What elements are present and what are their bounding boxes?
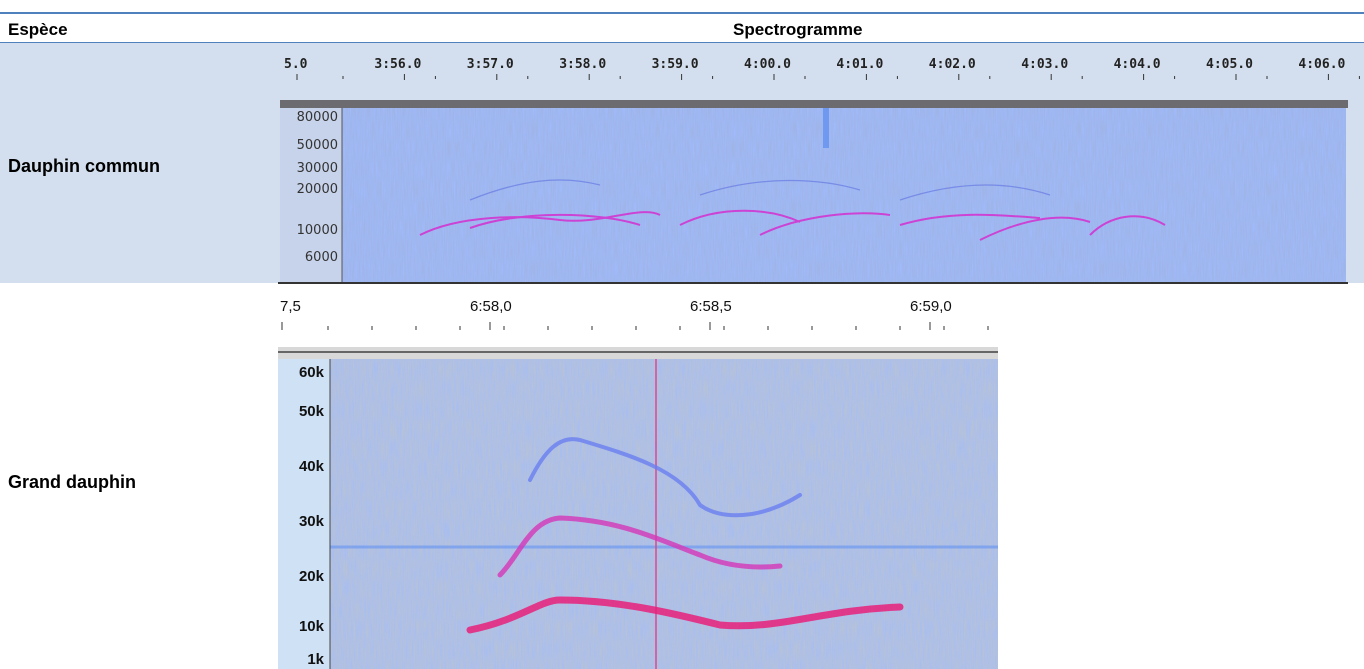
freq-label: 1k [307, 651, 324, 668]
time-label: 5.0 [284, 57, 307, 72]
freq-label: 40k [299, 458, 324, 475]
freq-label: 10k [299, 618, 324, 635]
time-label: 6:58,5 [690, 298, 732, 315]
freq-label: 50k [299, 403, 324, 420]
time-label: 3:58.0 [559, 57, 606, 72]
page: Espèce Spectrogramme Dauphin commun Gran… [0, 0, 1364, 669]
time-label: 4:04.0 [1114, 57, 1161, 72]
freq-label: 6000 [305, 250, 338, 265]
time-label: 7,5 [280, 298, 301, 315]
freq-label: 50000 [297, 138, 338, 153]
freq-label: 60k [299, 364, 324, 381]
time-label: 4:01.0 [836, 57, 883, 72]
spectrograms [0, 0, 1364, 669]
freq-label: 80000 [297, 110, 338, 125]
time-label: 4:00.0 [744, 57, 791, 72]
freq-label: 20000 [297, 182, 338, 197]
time-label: 4:05.0 [1206, 57, 1253, 72]
time-label: 3:59.0 [652, 57, 699, 72]
time-label: 6:59,0 [910, 298, 952, 315]
freq-label: 30000 [297, 161, 338, 176]
time-label: 4:02.0 [929, 57, 976, 72]
time-label: 3:57.0 [467, 57, 514, 72]
time-label: 4:03.0 [1021, 57, 1068, 72]
time-label: 4:06.0 [1298, 57, 1345, 72]
freq-label: 20k [299, 568, 324, 585]
time-label: 3:56.0 [374, 57, 421, 72]
time-label: 6:58,0 [470, 298, 512, 315]
freq-label: 30k [299, 513, 324, 530]
freq-label: 10000 [297, 223, 338, 238]
